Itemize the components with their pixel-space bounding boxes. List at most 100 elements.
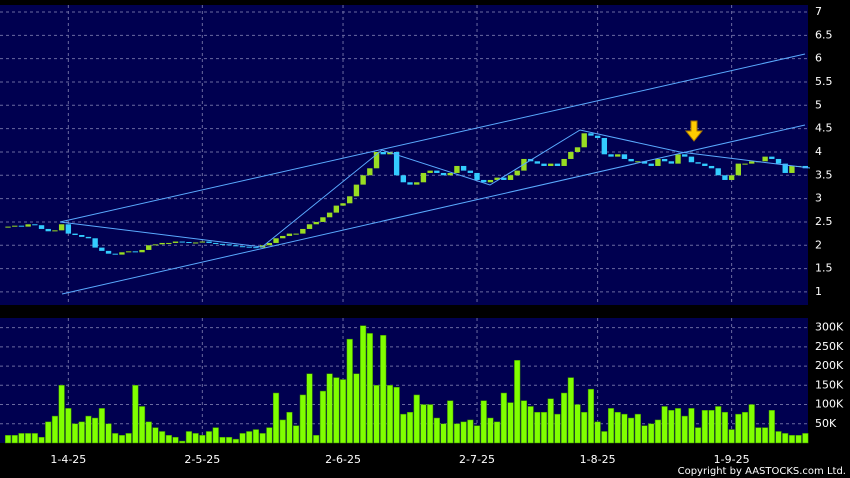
volume-bar	[567, 377, 574, 444]
volume-bar	[648, 423, 655, 444]
candle	[326, 212, 333, 218]
volume-bar	[286, 411, 293, 444]
volume-bar	[695, 427, 702, 444]
volume-bar	[252, 429, 259, 444]
volume-bar	[165, 435, 172, 444]
candle	[628, 158, 634, 162]
candle	[373, 151, 380, 169]
volume-bar	[239, 433, 246, 444]
candle	[414, 182, 420, 185]
candle	[253, 247, 259, 249]
y-tick-label: 50K	[815, 417, 837, 430]
volume-bar	[406, 411, 414, 444]
candle	[367, 168, 373, 176]
x-tick-label: 2-6-25	[325, 453, 361, 466]
volume-bar	[159, 431, 166, 444]
volume-bar	[125, 433, 132, 444]
candle	[507, 175, 514, 180]
candle	[233, 245, 239, 247]
candle	[501, 177, 507, 180]
candle	[601, 137, 608, 155]
candle	[561, 158, 567, 166]
volume-bar	[25, 433, 32, 444]
volume-bar	[614, 411, 621, 444]
trend-line	[59, 53, 806, 223]
y-tick-label: 4	[815, 145, 822, 158]
volume-bar	[4, 435, 12, 444]
volume-bar	[494, 421, 501, 444]
y-tick-label: 200K	[815, 359, 844, 372]
volume-bar	[105, 423, 112, 444]
y-tick-label: 250K	[815, 340, 844, 353]
candle	[400, 175, 407, 183]
candle	[45, 228, 51, 232]
volume-bar	[179, 440, 186, 444]
volume-bar	[427, 404, 434, 444]
volume-bar	[152, 427, 159, 444]
volume-bar	[413, 394, 420, 444]
candle	[440, 172, 447, 176]
candle	[112, 253, 118, 255]
candle	[5, 226, 11, 228]
candle	[722, 175, 728, 180]
candle	[581, 133, 587, 148]
candle	[380, 151, 386, 155]
volume-bar	[634, 413, 641, 444]
candle	[548, 163, 554, 166]
candle	[18, 225, 25, 227]
volume-bar	[279, 419, 286, 444]
candle	[554, 163, 561, 166]
y-tick-label: 300K	[815, 321, 844, 334]
candle	[186, 242, 192, 244]
volume-bar	[654, 419, 661, 444]
candle	[695, 162, 701, 164]
volume-bar	[313, 435, 320, 444]
candle	[32, 224, 38, 226]
candle	[447, 172, 453, 176]
candle	[742, 163, 748, 165]
x-tick-label: 1-4-25	[50, 453, 86, 466]
candle	[574, 147, 581, 152]
candle	[192, 242, 199, 244]
volume-bar	[674, 408, 682, 444]
volume-bar	[346, 338, 353, 444]
candle	[206, 241, 212, 243]
volume-bar	[782, 433, 789, 444]
volume-bar	[420, 404, 427, 444]
y-tick-label: 5	[815, 98, 822, 111]
candle	[393, 151, 400, 176]
volume-bar	[172, 436, 179, 444]
x-tick-label: 2-7-25	[459, 453, 495, 466]
candle	[340, 203, 346, 206]
volume-bar	[132, 385, 139, 444]
volume-bar	[185, 431, 192, 444]
candle	[541, 163, 547, 166]
volume-bar	[661, 406, 668, 444]
volume-bar	[755, 427, 762, 444]
volume-bar	[440, 423, 447, 444]
volume-bar	[547, 398, 554, 444]
volume-bar	[45, 421, 52, 444]
candle	[280, 235, 286, 239]
volume-bar	[31, 433, 38, 444]
volume-bar	[473, 425, 481, 444]
candle	[92, 238, 98, 248]
volume-bar	[534, 411, 541, 444]
candle	[353, 184, 360, 197]
candle	[708, 165, 715, 169]
candle	[213, 242, 219, 244]
volume-bar	[587, 388, 594, 444]
volume-bar	[607, 408, 615, 444]
volume-bar	[226, 436, 233, 444]
volume-bar	[360, 325, 367, 444]
candle	[246, 246, 252, 248]
candle	[481, 179, 487, 183]
candle	[588, 133, 594, 136]
candle	[608, 154, 614, 157]
candle	[655, 158, 661, 166]
volume-bar	[601, 431, 608, 444]
volume-bar	[192, 433, 199, 444]
volume-bar	[393, 386, 400, 444]
volume-bar	[400, 413, 407, 444]
candle	[12, 225, 18, 227]
